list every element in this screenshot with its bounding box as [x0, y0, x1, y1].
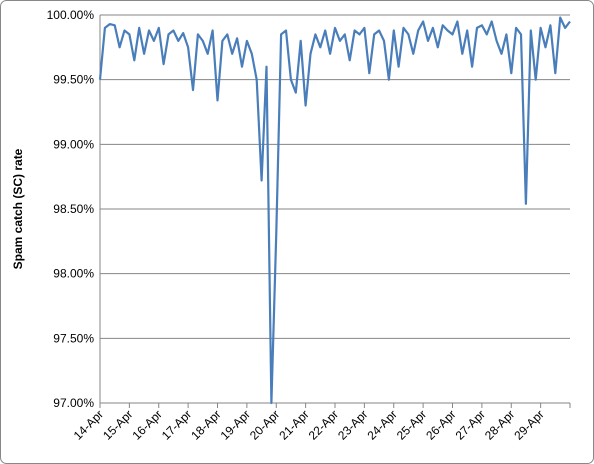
- y-tick-label: 100.00%: [47, 8, 95, 22]
- y-tick-label: 97.50%: [53, 331, 94, 345]
- y-tick-label: 99.00%: [53, 137, 94, 151]
- y-tick-label: 98.00%: [53, 267, 94, 281]
- y-tick-label: 99.50%: [53, 73, 94, 87]
- series-line: [98, 16, 571, 405]
- y-tick-label: 98.50%: [53, 202, 94, 216]
- y-axis-label: Spam catch (SC) rate: [11, 148, 25, 269]
- y-tick-label: 97.00%: [53, 396, 94, 410]
